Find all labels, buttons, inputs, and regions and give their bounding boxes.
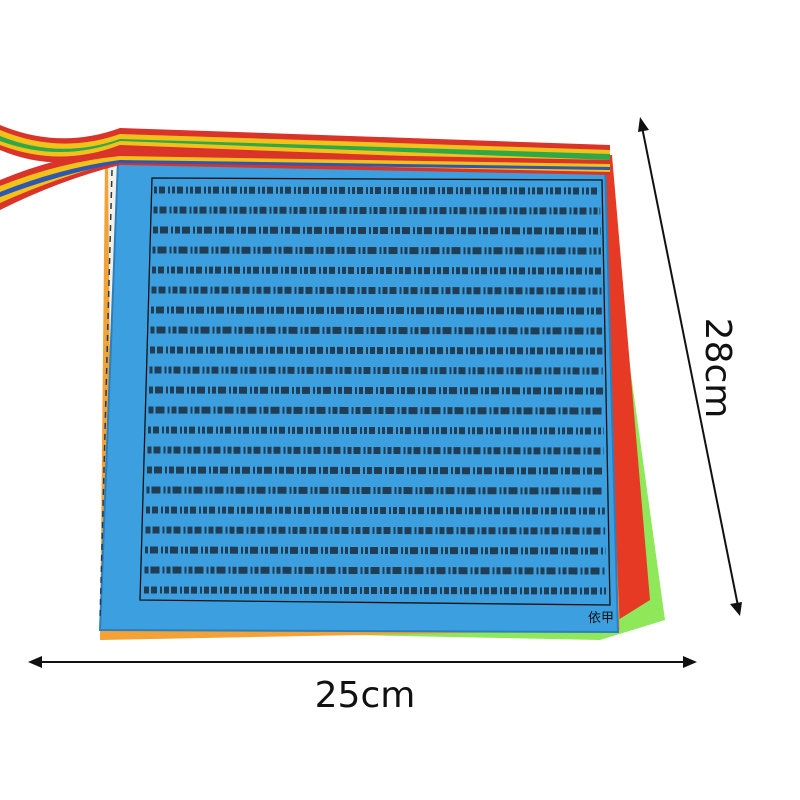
script-line bbox=[153, 206, 601, 215]
script-line bbox=[146, 466, 605, 475]
printed-script bbox=[143, 186, 607, 595]
script-line bbox=[150, 306, 602, 315]
flag-label: 依甲 bbox=[588, 611, 614, 626]
script-line bbox=[152, 226, 601, 235]
script-line bbox=[145, 526, 606, 535]
script-line bbox=[147, 426, 604, 435]
script-line bbox=[146, 486, 605, 495]
script-line bbox=[151, 266, 602, 275]
script-line bbox=[143, 586, 607, 595]
script-line bbox=[144, 546, 606, 555]
script-line bbox=[151, 286, 602, 295]
script-line bbox=[149, 346, 603, 355]
height-label: 28cm bbox=[697, 318, 738, 419]
script-line bbox=[144, 566, 606, 575]
flag-band bbox=[0, 125, 610, 210]
script-line bbox=[152, 246, 601, 255]
script-line bbox=[149, 366, 603, 375]
script-line bbox=[145, 506, 605, 515]
script-line bbox=[150, 326, 603, 335]
script-line bbox=[148, 406, 604, 415]
dimension-arrows bbox=[28, 117, 742, 668]
width-label: 25cm bbox=[315, 675, 416, 716]
script-line bbox=[147, 446, 604, 455]
stitch bbox=[99, 169, 113, 621]
print-border bbox=[139, 177, 611, 606]
script-line bbox=[148, 386, 604, 395]
script-line bbox=[153, 186, 601, 195]
